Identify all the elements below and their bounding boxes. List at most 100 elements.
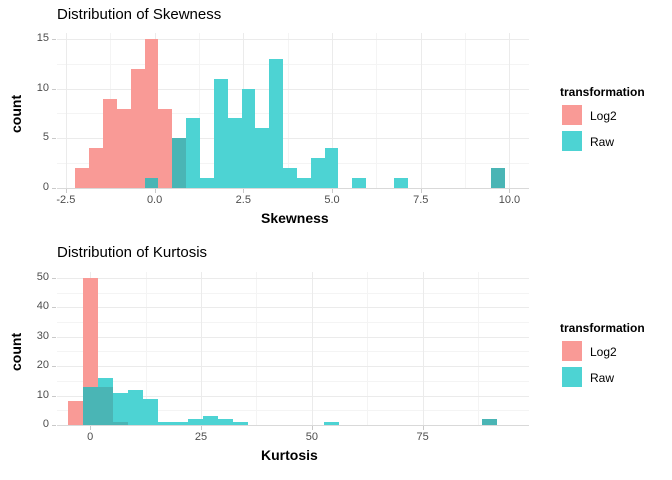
y-axis-tick [52,396,56,397]
bar-raw [283,168,297,188]
bar-log2 [158,108,173,188]
skewness-x-axis-title: Skewness [261,210,329,226]
y-axis-tick [52,366,56,367]
gridline-major-horizontal [57,39,529,40]
y-axis-tick-label: 0 [42,418,49,430]
bar-log2 [130,68,145,188]
y-axis-tick-label: 10 [36,81,49,94]
gridline-minor-vertical [288,33,289,188]
bar-raw [352,178,367,188]
legend-key-raw[interactable] [562,367,582,387]
bar-overlap [490,168,505,188]
bar-raw [173,422,189,425]
bar-raw [203,416,219,425]
gridline-minor-horizontal [57,293,529,294]
y-axis-tick [52,278,56,279]
x-axis-tick [201,426,202,430]
kurtosis-facet: Distribution of Kurtosis count Kurtosis … [0,236,672,480]
x-axis-tick-label: 5.0 [324,194,340,206]
y-axis-tick-label: 50 [36,270,49,283]
gridline-minor-horizontal [57,410,529,411]
bar-raw [269,58,284,188]
x-axis-tick-label: 25 [194,431,208,443]
bar-raw [218,419,234,425]
bar-overlap [112,422,128,425]
gridline-minor-horizontal [57,163,529,164]
gridline-minor-horizontal [57,322,529,323]
y-axis-tick-label: 5 [42,131,49,144]
legend-key-raw[interactable] [562,131,582,151]
skewness-y-axis-title: count [8,94,24,133]
gridline-major-vertical [66,33,67,188]
gridline-minor-vertical [376,33,377,188]
legend-key-log2[interactable] [562,105,582,125]
x-axis-tick-label: 10.0 [498,194,521,206]
bar-raw [112,392,128,425]
bar-raw [255,128,270,188]
gridline-minor-vertical [199,33,200,188]
x-axis-tick-label: 0.0 [146,194,163,206]
gridline-minor-horizontal [57,64,529,65]
skewness-plot-panel [57,33,529,188]
gridline-major-horizontal [57,278,529,279]
legend-label-log2[interactable]: Log2 [590,345,617,359]
gridline-major-horizontal [57,89,529,90]
bar-raw [296,178,311,188]
gridline-major-vertical [201,272,202,425]
gridline-major-vertical [509,33,510,188]
bar-overlap [97,386,113,425]
bar-raw [142,398,159,425]
legend-label-raw[interactable]: Raw [590,371,615,385]
x-axis-tick [332,189,333,193]
bar-log2 [67,401,83,425]
gridline-major-vertical [312,272,313,425]
x-axis-tick [421,189,422,193]
x-axis-tick-label: 50 [305,431,318,443]
gridline-minor-vertical [367,272,368,425]
x-axis-line [57,188,529,189]
gridline-major-vertical [332,33,333,188]
gridline-major-vertical [423,272,424,425]
y-axis-tick [52,188,56,189]
x-axis-tick [423,426,424,430]
bar-raw [241,88,256,188]
x-axis-tick [155,189,156,193]
gridline-minor-horizontal [57,351,529,352]
bar-log2 [144,38,159,188]
y-axis-tick-label: 30 [36,329,49,342]
legend-label-log2[interactable]: Log2 [590,109,617,123]
bar-raw [323,422,339,425]
x-axis-tick [90,426,91,430]
x-axis-tick-label: 7.5 [413,194,429,206]
legend-key-log2[interactable] [562,341,582,361]
bar-overlap [82,386,98,425]
x-axis-line [57,425,529,426]
bar-raw [393,178,408,188]
y-axis-tick [52,138,56,139]
bar-raw [310,158,325,188]
bar-overlap [172,138,187,188]
skewness-facet: Distribution of Skewness count Skewness … [0,0,672,232]
x-axis-tick [312,426,313,430]
bar-raw [200,178,214,188]
bar-raw [227,118,242,188]
kurtosis-plot-panel [57,272,529,425]
gridline-major-vertical [421,33,422,188]
x-axis-tick-label: 75 [416,431,429,443]
y-axis-tick-label: 0 [42,181,49,193]
y-axis-tick-label: 40 [36,300,49,313]
x-axis-tick [66,189,67,193]
y-axis-tick-label: 20 [36,359,49,372]
y-axis-tick [52,337,56,338]
gridline-minor-vertical [465,33,466,188]
gridline-major-horizontal [57,396,529,397]
y-axis-tick-label: 10 [36,388,49,401]
gridline-minor-vertical [146,272,147,425]
y-axis-tick-label: 15 [36,31,49,44]
bar-log2 [89,148,104,188]
bar-log2 [75,168,90,188]
legend-label-raw[interactable]: Raw [590,135,615,149]
x-axis-tick-label: -2.5 [56,194,76,206]
bar-raw [213,78,228,188]
